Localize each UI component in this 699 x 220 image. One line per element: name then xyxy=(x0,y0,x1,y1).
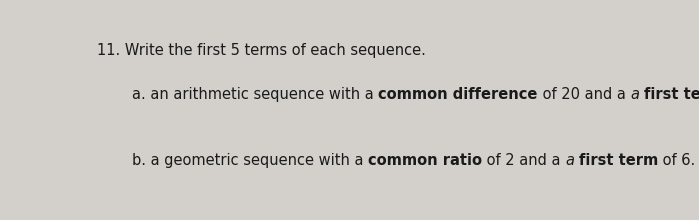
Text: a: a xyxy=(565,153,574,168)
Text: b. a geometric sequence with a: b. a geometric sequence with a xyxy=(132,153,368,168)
Text: a. an arithmetic sequence with a: a. an arithmetic sequence with a xyxy=(132,87,378,102)
Text: of 20 and a: of 20 and a xyxy=(538,87,630,102)
Text: first term: first term xyxy=(579,153,658,168)
Text: first term: first term xyxy=(644,87,699,102)
Text: common difference: common difference xyxy=(378,87,538,102)
Text: of 2 and a: of 2 and a xyxy=(482,153,565,168)
Text: of 6.: of 6. xyxy=(658,153,696,168)
Text: a: a xyxy=(630,87,639,102)
Text: common ratio: common ratio xyxy=(368,153,482,168)
Text: 11. Write the first 5 terms of each sequence.: 11. Write the first 5 terms of each sequ… xyxy=(97,43,426,58)
